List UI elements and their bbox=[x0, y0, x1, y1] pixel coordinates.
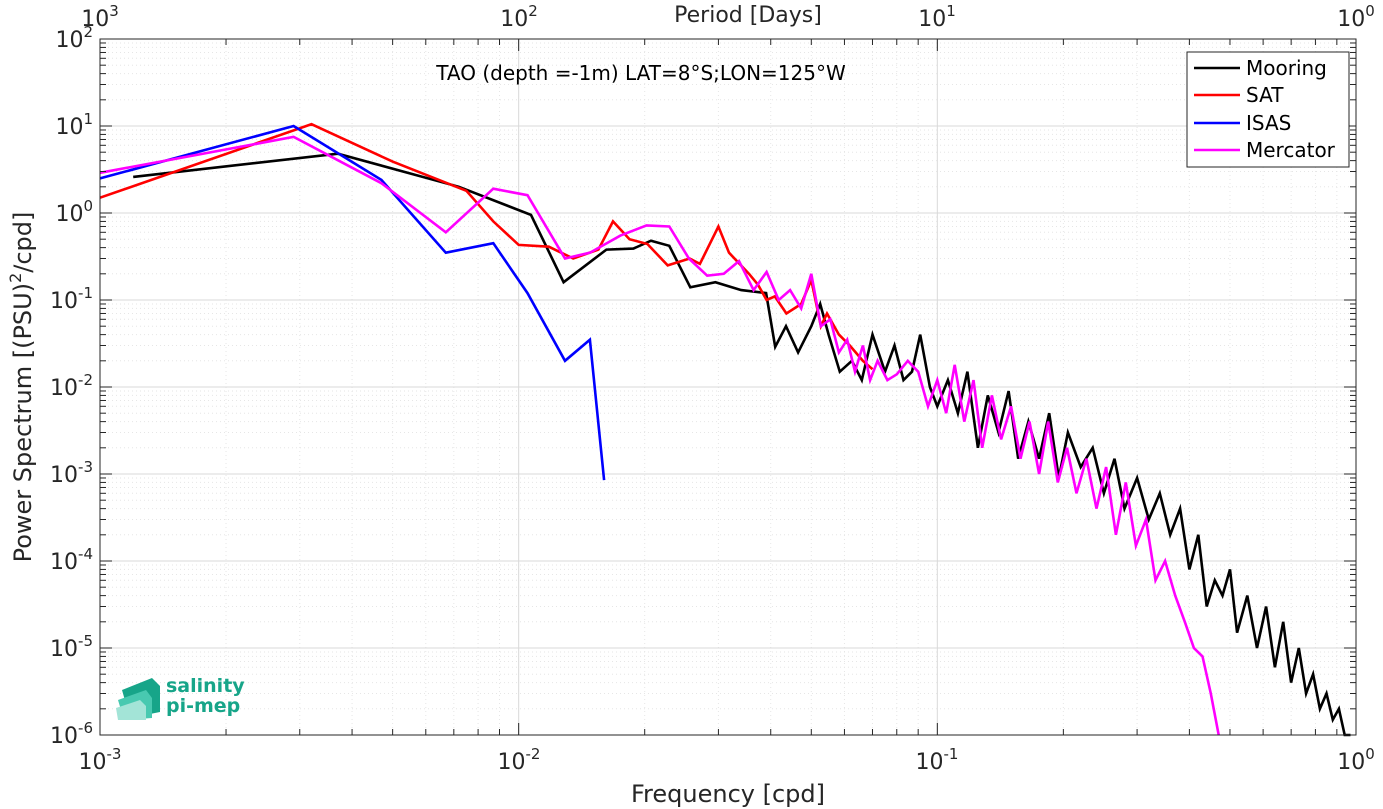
y-tick-label: 10-4 bbox=[50, 545, 93, 575]
x-axis-label: Frequency [cpd] bbox=[631, 780, 825, 808]
y-tick-label: 102 bbox=[55, 23, 93, 53]
y-tick-label: 10-6 bbox=[50, 719, 93, 749]
series-lines bbox=[99, 122, 1351, 737]
y-tick-label: 10-2 bbox=[50, 371, 93, 401]
logo-waves-icon bbox=[116, 678, 160, 720]
series-line-mercator bbox=[99, 135, 1220, 736]
top-tick-label: 100 bbox=[1337, 2, 1375, 32]
legend-box bbox=[1186, 51, 1350, 168]
top-tick-label: 101 bbox=[918, 2, 956, 32]
series-line-mooring bbox=[133, 152, 1351, 737]
y-tick-label: 100 bbox=[55, 197, 93, 227]
logo-text-pi-mep: pi-mep bbox=[166, 695, 240, 717]
x-tick-label: 10-1 bbox=[916, 745, 959, 775]
legend-label-sat: SAT bbox=[1246, 83, 1284, 107]
legend-label-mooring: Mooring bbox=[1246, 56, 1327, 80]
x-tick-labels: 10-3 10-2 10-1 100 bbox=[79, 745, 1375, 775]
x-tick-label: 100 bbox=[1337, 745, 1375, 775]
axis-ticks bbox=[99, 39, 1356, 736]
x-tick-label: 10-3 bbox=[79, 745, 122, 775]
legend-label-mercator: Mercator bbox=[1246, 138, 1336, 162]
grid bbox=[99, 39, 1356, 736]
salinity-pi-mep-logo: salinity pi-mep bbox=[116, 675, 245, 720]
top-tick-label: 103 bbox=[81, 2, 119, 32]
y-tick-label: 10-1 bbox=[50, 284, 93, 314]
y-tick-label: 10-5 bbox=[50, 632, 93, 662]
top-tick-label: 102 bbox=[500, 2, 538, 32]
top-axis-label: Period [Days] bbox=[674, 3, 822, 28]
y-tick-labels: 10-6 10-5 10-4 10-3 10-2 10-1 100 101 10… bbox=[50, 23, 93, 749]
series-line-isas bbox=[99, 124, 606, 481]
y-tick-label: 101 bbox=[55, 110, 93, 140]
chart-title: TAO (depth =-1m) LAT=8°S;LON=125°W bbox=[435, 61, 846, 85]
top-tick-labels: 103 102 101 100 bbox=[81, 2, 1375, 32]
logo-text-salinity: salinity bbox=[166, 675, 245, 697]
legend-label-isas: ISAS bbox=[1246, 111, 1291, 135]
x-tick-label: 10-2 bbox=[498, 745, 541, 775]
y-axis-label: Power Spectrum [(PSU)2/cpd] bbox=[6, 212, 37, 563]
y-tick-label: 10-3 bbox=[50, 458, 93, 488]
legend: Mooring SAT ISAS Mercator bbox=[1186, 51, 1350, 168]
